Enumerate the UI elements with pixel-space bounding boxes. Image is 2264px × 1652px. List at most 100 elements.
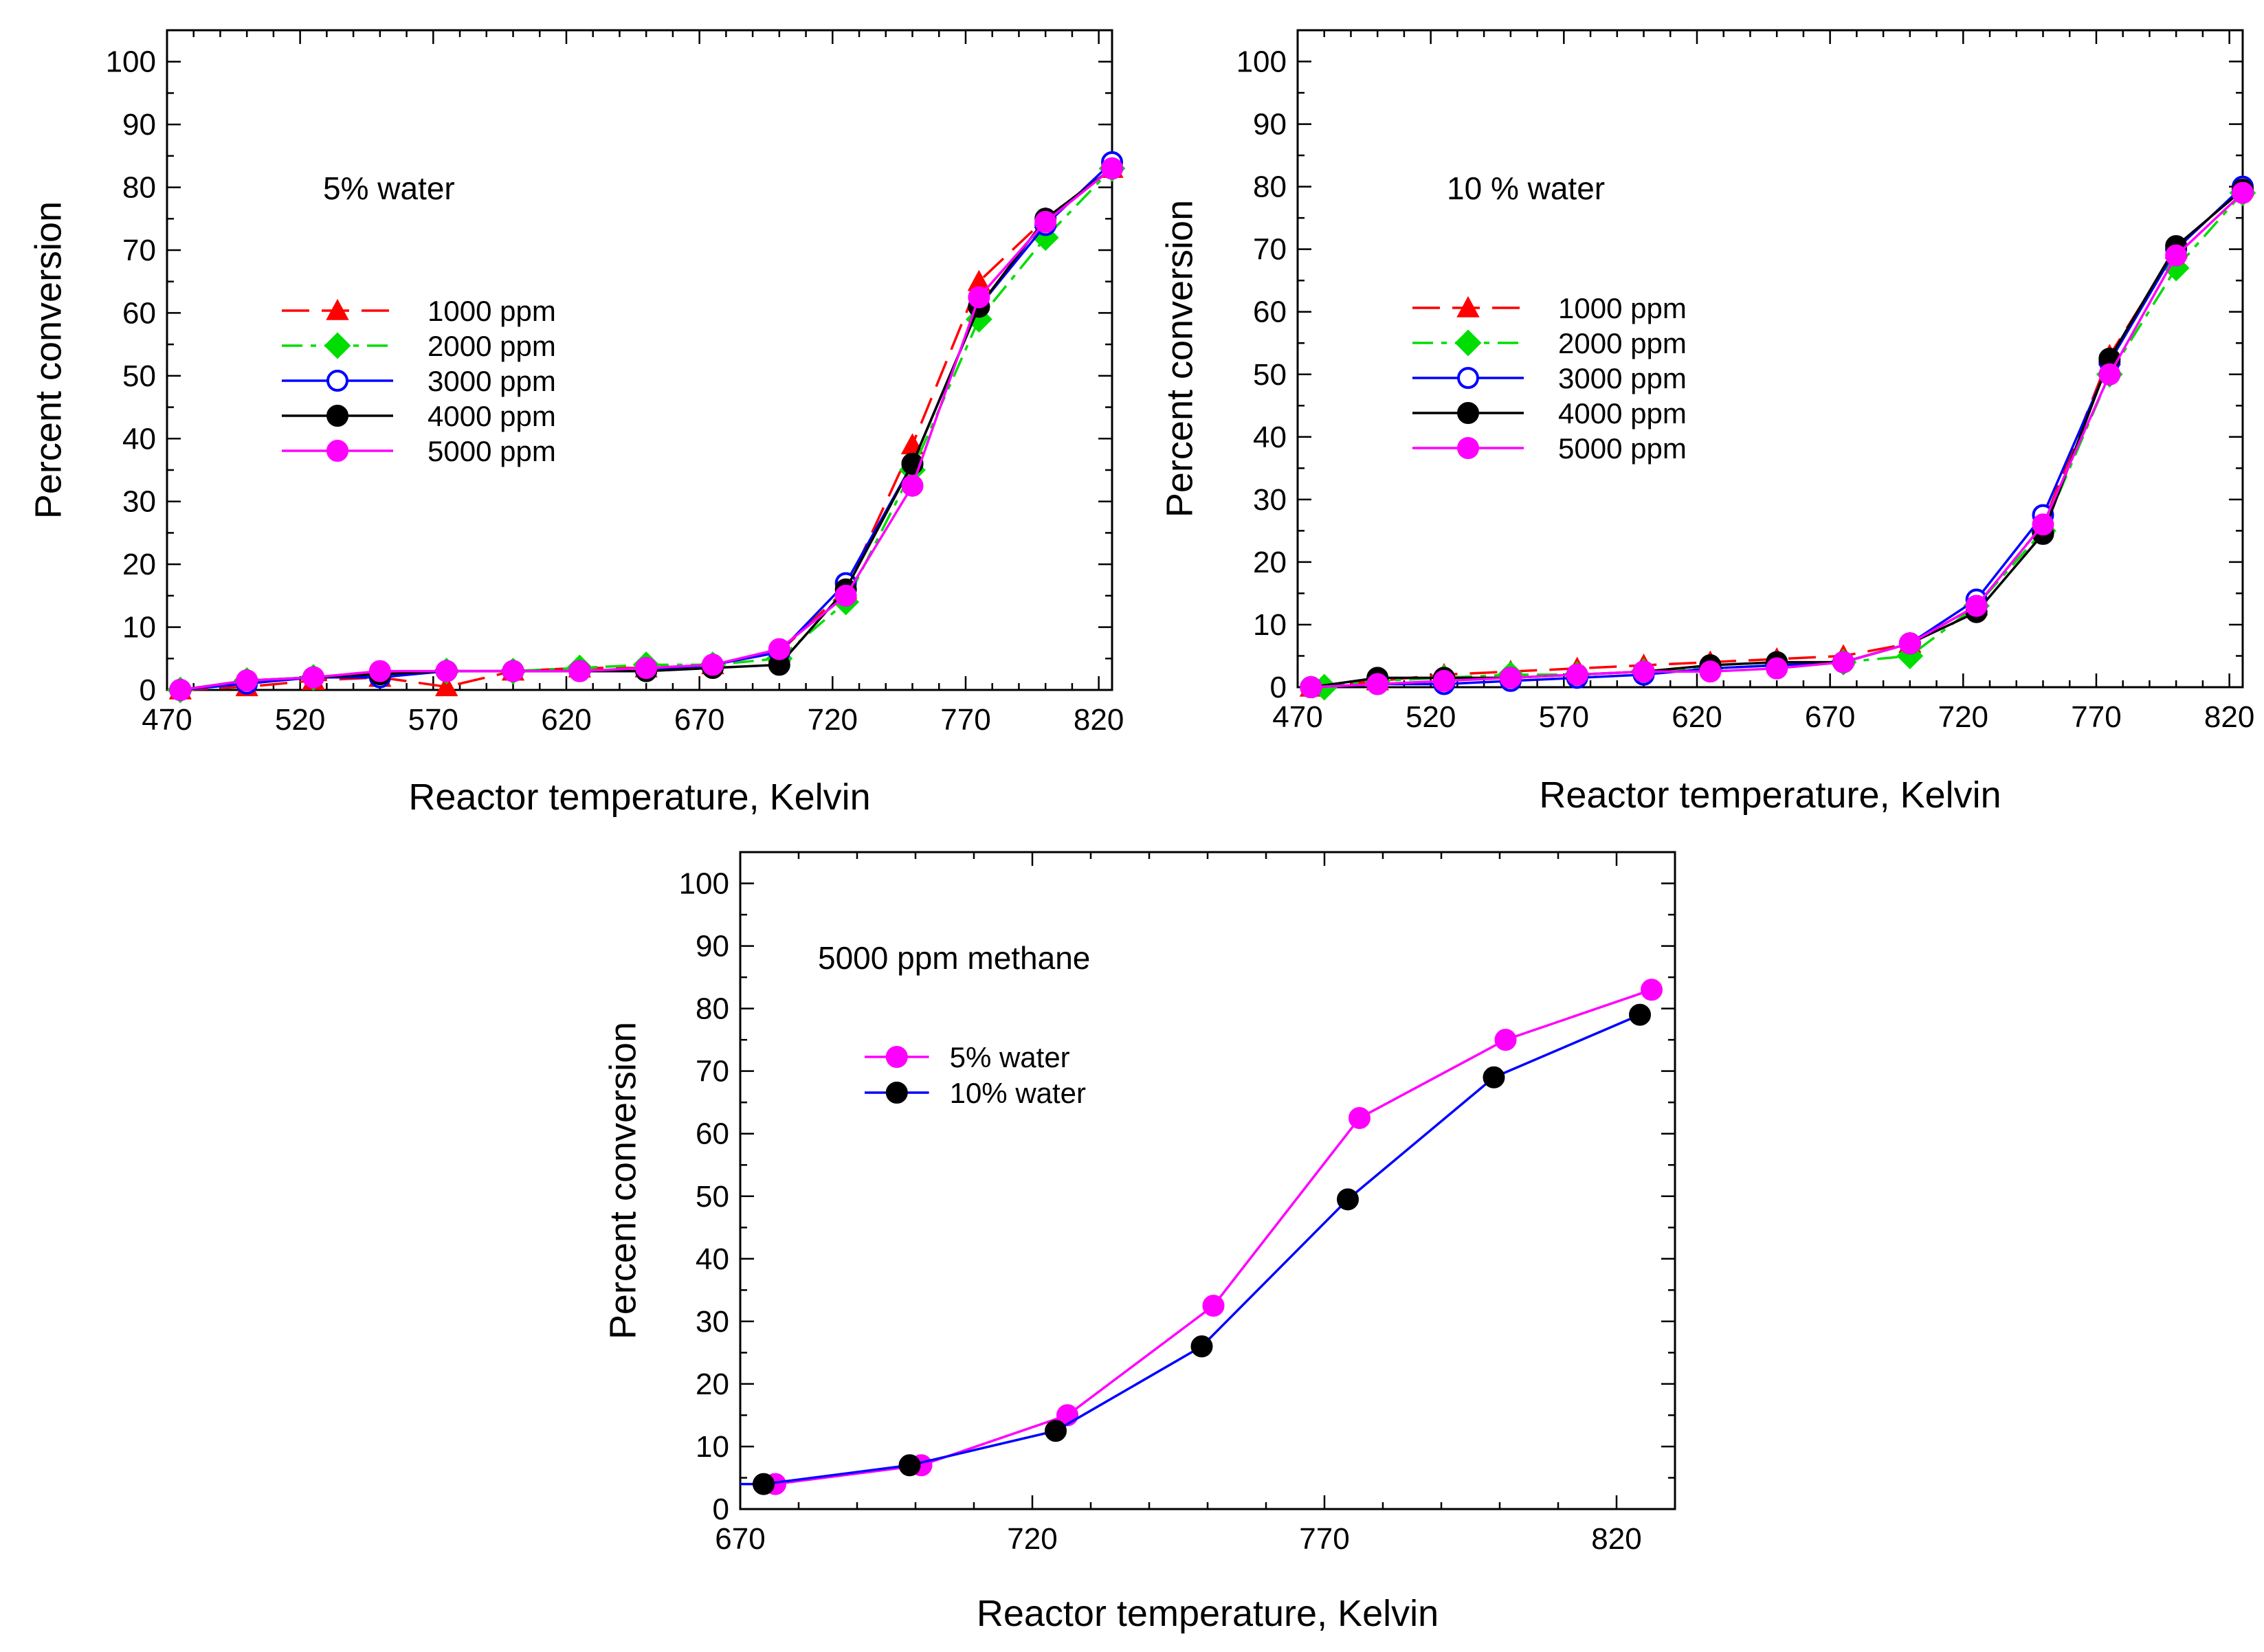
x-tick-labels: 470 520 570 620 670 720 770 820: [142, 703, 1124, 737]
data-point: [1766, 657, 1788, 680]
y-tick-label: 80: [122, 171, 156, 205]
x-tick-label: 820: [1074, 703, 1124, 737]
x-tick-label: 620: [1672, 700, 1722, 734]
y-tick-label: 100: [1236, 45, 1287, 79]
series-line: [180, 167, 1113, 691]
data-point: [635, 657, 658, 679]
y-tick-label: 60: [1253, 295, 1287, 329]
data-point: [1898, 632, 1921, 655]
y-axis-label: Percent conversion: [602, 1022, 643, 1339]
chart-annotation: 5000 ppm methane: [818, 940, 1090, 976]
legend-marker: [326, 298, 349, 320]
y-tick-label: 20: [696, 1368, 729, 1401]
y-tick-label: 10: [1253, 608, 1287, 642]
legend-label: 5000 ppm: [428, 435, 556, 467]
y-tick-label: 100: [679, 867, 729, 901]
series-layer: [1299, 175, 2256, 701]
y-tick-label: 60: [696, 1117, 729, 1151]
legend-marker: [1456, 295, 1480, 317]
series-4000-ppm: [1300, 179, 2254, 698]
legend-item: 1000 ppm: [282, 295, 556, 327]
legend-item: 3000 ppm: [282, 365, 556, 397]
legend-item: 3000 ppm: [1412, 362, 1687, 394]
x-tick-label: 820: [1591, 1522, 1641, 1556]
y-tick-label: 30: [696, 1305, 729, 1339]
chart-panel-5pct-water: 470 520 570 620 670 720 770 820 0 10 20 30 40 50 60 70…: [27, 29, 1126, 818]
axis-ticks: [1296, 29, 2243, 689]
legend-item: 4000 ppm: [282, 400, 556, 432]
legend-marker: [326, 370, 348, 392]
series-line: [180, 167, 1113, 691]
y-tick-label: 0: [140, 673, 156, 707]
data-point: [1832, 651, 1855, 673]
axis-ticks: [739, 851, 1676, 1510]
series-line: [1311, 186, 2244, 689]
chart-annotation: 10 % water: [1447, 170, 1605, 206]
series-line: [180, 167, 1113, 691]
y-tick-label: 90: [1253, 108, 1287, 142]
y-tick-label: 50: [122, 359, 156, 393]
legend-item: 2000 ppm: [1412, 327, 1687, 359]
legend-marker: [1454, 329, 1482, 357]
data-point: [1349, 1106, 1370, 1129]
legend-label: 1000 ppm: [1558, 292, 1687, 324]
legend-item: 5000 ppm: [1412, 432, 1687, 465]
x-tick-label: 770: [940, 703, 990, 737]
legend-item: 2000 ppm: [282, 330, 556, 362]
series-10-water: [740, 1003, 1651, 1495]
legend-marker: [885, 1046, 908, 1068]
legend-label: 4000 ppm: [428, 400, 556, 432]
data-point: [435, 660, 458, 682]
legend-item: 10% water: [865, 1077, 1086, 1109]
y-tick-label: 40: [122, 422, 156, 456]
data-point: [1566, 663, 1588, 686]
legend-marker: [1457, 437, 1479, 459]
data-point: [169, 679, 192, 701]
legend-label: 5% water: [950, 1041, 1070, 1073]
data-point: [1202, 1295, 1225, 1317]
series-3000-ppm: [1300, 175, 2254, 698]
legend: 5% water 10% water: [865, 1041, 1086, 1109]
data-point: [2032, 513, 2054, 536]
data-point: [1433, 669, 1456, 692]
x-tick-label: 570: [408, 703, 458, 737]
x-tick-labels: 470 520 570 620 670 720 770 820: [1272, 700, 2254, 734]
y-tick-label: 50: [1253, 358, 1287, 392]
y-tick-labels: 0 10 20 30 40 50 60 70 80 90 100: [106, 45, 156, 707]
series-5000-ppm: [169, 157, 1123, 701]
data-point: [1641, 979, 1663, 1001]
legend-label: 2000 ppm: [428, 330, 556, 362]
data-point: [898, 1454, 921, 1477]
series-line: [1311, 186, 2244, 689]
legend-marker: [1457, 402, 1479, 424]
data-point: [502, 660, 524, 682]
legend-item: 4000 ppm: [1412, 397, 1687, 429]
x-tick-label: 770: [2071, 700, 2121, 734]
series-5000-ppm: [1300, 181, 2254, 698]
data-point: [1699, 660, 1722, 683]
y-tick-label: 90: [696, 930, 729, 963]
data-point: [1483, 1066, 1505, 1089]
y-tick-label: 70: [1253, 233, 1287, 267]
y-tick-label: 100: [106, 45, 156, 79]
y-tick-label: 50: [696, 1180, 729, 1214]
y-tick-label: 60: [122, 296, 156, 330]
x-tick-label: 670: [715, 1522, 765, 1556]
series-layer: [166, 151, 1126, 704]
y-tick-label: 20: [1253, 546, 1287, 579]
plot-frame: [166, 29, 1113, 691]
legend-label: 2000 ppm: [1558, 327, 1687, 359]
x-tick-label: 670: [1805, 700, 1855, 734]
chart-panel-10pct-water: 470 520 570 620 670 720 770 820 0 10 20 30 40 50 60 70…: [1159, 29, 2256, 816]
legend-marker: [326, 405, 348, 427]
x-tick-labels: 670 720 770 820: [715, 1522, 1641, 1556]
series-3000-ppm: [169, 151, 1123, 701]
data-point: [1494, 1029, 1517, 1051]
y-tick-label: 90: [122, 108, 156, 142]
y-tick-label: 80: [696, 992, 729, 1026]
legend-marker: [1457, 367, 1479, 389]
x-tick-label: 570: [1539, 700, 1589, 734]
data-point: [768, 638, 790, 660]
